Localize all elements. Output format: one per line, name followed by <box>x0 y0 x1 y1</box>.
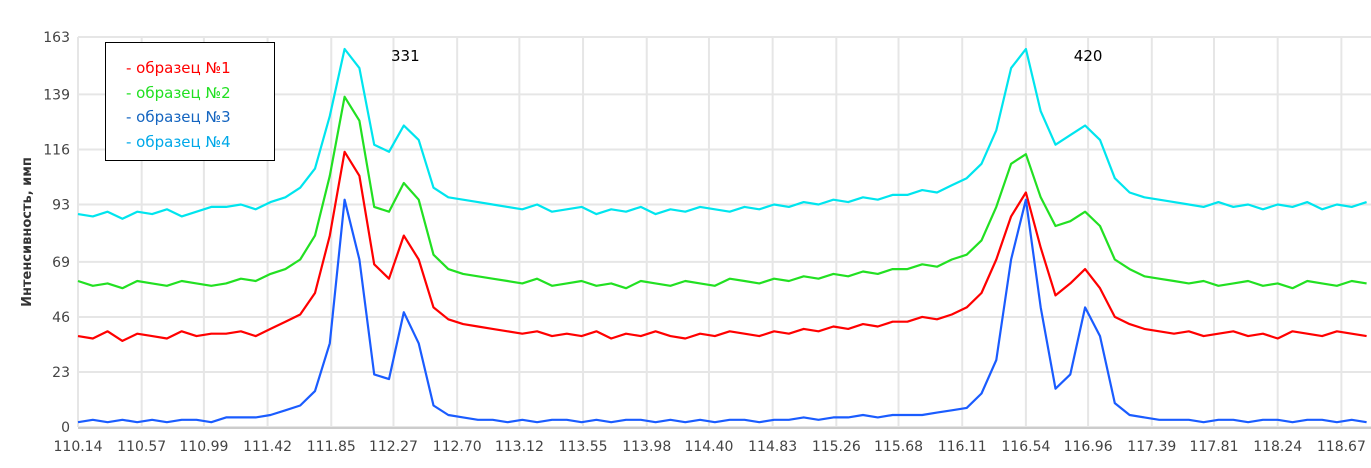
annotation-331: 331 <box>391 47 420 65</box>
series-line-sample-4 <box>77 47 1367 220</box>
series-line-sample-2 <box>77 95 1367 290</box>
legend-item-sample-3: - образец №3 <box>126 108 231 126</box>
y-tick-label: 163 <box>43 30 70 46</box>
x-tick-label: 115.68 <box>874 439 923 455</box>
x-tick-label: 110.14 <box>54 439 103 455</box>
x-tick-label: 113.98 <box>622 439 671 455</box>
series-line-sample-1 <box>77 150 1367 342</box>
x-tick-label: 117.81 <box>1190 439 1239 455</box>
y-tick-label: 46 <box>52 310 70 326</box>
y-tick-label: 93 <box>52 197 70 213</box>
y-tick-label: 0 <box>61 420 70 436</box>
x-tick-label: 117.39 <box>1127 439 1176 455</box>
y-tick-label: 69 <box>52 255 70 271</box>
x-tick-label: 114.83 <box>748 439 797 455</box>
x-tick-label: 110.57 <box>117 439 166 455</box>
x-tick-label: 116.96 <box>1064 439 1113 455</box>
x-tick-label: 118.24 <box>1253 439 1302 455</box>
y-tick-label: 116 <box>43 142 70 158</box>
series-line-sample-3 <box>77 198 1367 424</box>
y-tick-label: 139 <box>43 87 70 103</box>
x-tick-label: 113.12 <box>495 439 544 455</box>
x-tick-label: 110.99 <box>179 439 228 455</box>
x-tick-label: 112.27 <box>369 439 418 455</box>
x-tick-label: 115.26 <box>812 439 861 455</box>
legend-item-sample-4: - образец №4 <box>126 132 231 151</box>
x-tick-label: 114.40 <box>684 439 733 455</box>
legend-item-sample-1: - образец №1 <box>126 59 231 77</box>
y-axis-label: Интенсивность, имп <box>20 157 35 307</box>
x-tick-label: 116.11 <box>938 439 987 455</box>
x-tick-label: 111.42 <box>243 439 292 455</box>
x-tick-label: 113.55 <box>559 439 608 455</box>
x-tick-label: 111.85 <box>307 439 356 455</box>
x-tick-label: 118.67 <box>1317 439 1366 455</box>
y-tick-label: 23 <box>52 365 70 381</box>
x-tick-label: 116.54 <box>1001 439 1050 455</box>
legend: - образец №1 - образец №2 - образец №3 -… <box>105 42 275 161</box>
x-tick-label: 112.70 <box>433 439 482 455</box>
axis-ticks: 0 23 46 69 93 116 139 163 110.14 110.57 110.99 111.… <box>43 30 1366 455</box>
annotation-420: 420 <box>1074 47 1103 65</box>
legend-item-sample-2: - образец №2 <box>126 83 231 102</box>
series-lines <box>77 47 1367 424</box>
